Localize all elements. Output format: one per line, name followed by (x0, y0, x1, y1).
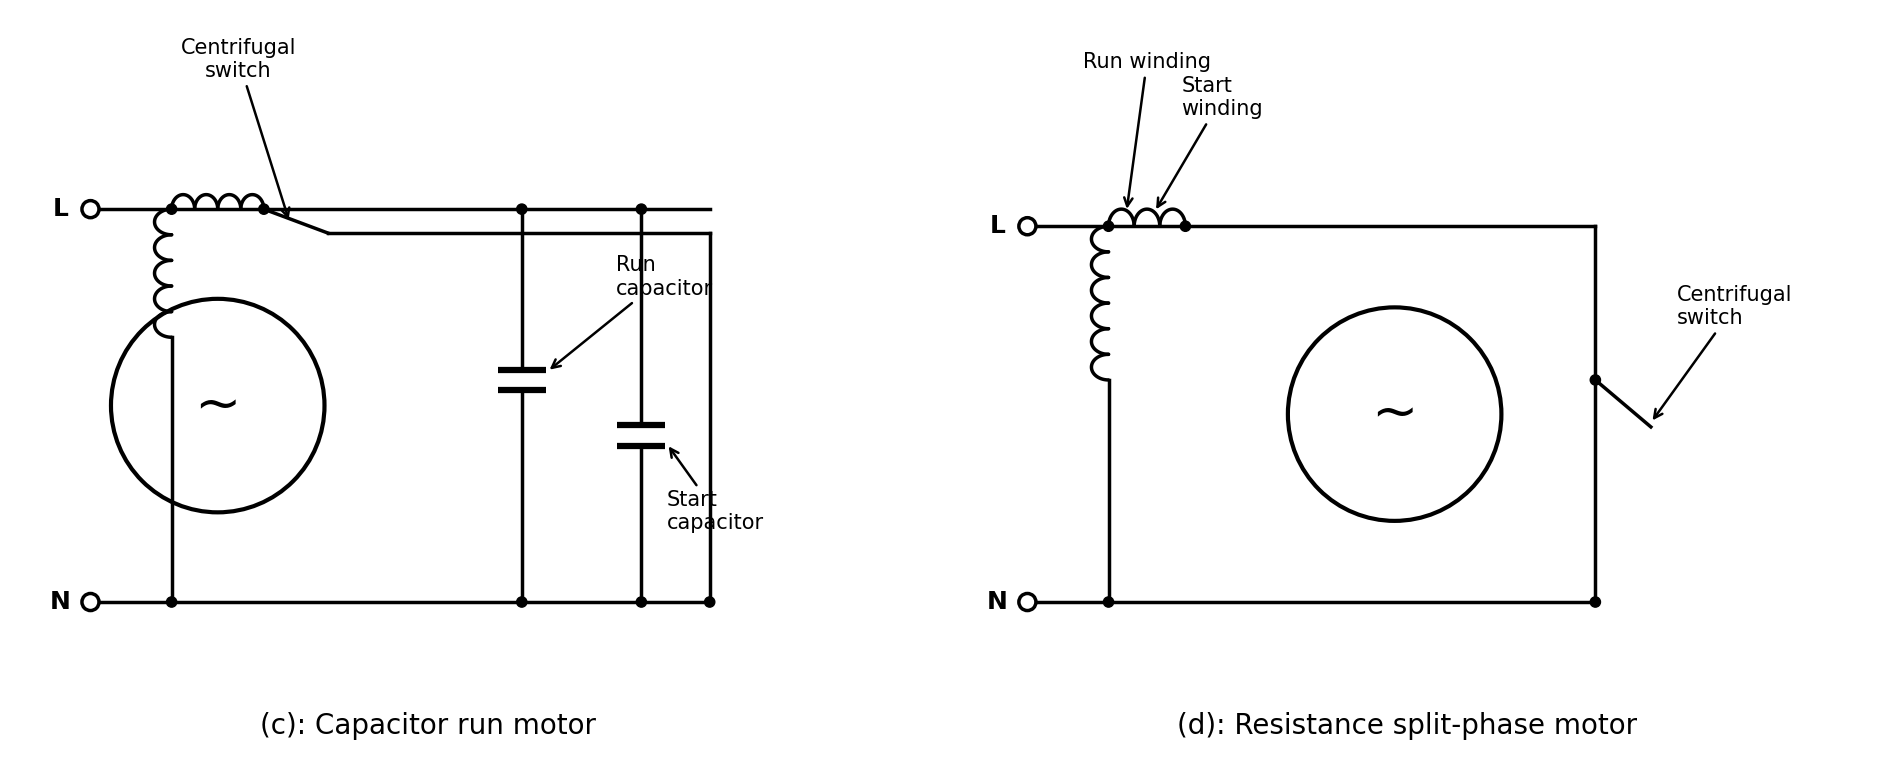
Text: ~: ~ (1371, 388, 1418, 441)
Circle shape (167, 597, 177, 607)
Circle shape (1104, 221, 1114, 232)
Text: L: L (53, 197, 68, 221)
Text: L: L (990, 214, 1005, 239)
Circle shape (167, 204, 177, 214)
Circle shape (637, 597, 646, 607)
Circle shape (1591, 375, 1600, 385)
Text: Run
capacitor: Run capacitor (552, 256, 714, 368)
Text: Run winding: Run winding (1084, 52, 1211, 206)
Circle shape (1591, 597, 1600, 607)
Text: N: N (51, 590, 71, 614)
Text: Centrifugal
switch: Centrifugal switch (180, 37, 297, 217)
Circle shape (1104, 597, 1114, 607)
Text: (d): Resistance split-phase motor: (d): Resistance split-phase motor (1178, 712, 1638, 740)
Text: ~: ~ (195, 379, 240, 432)
Text: Start
winding: Start winding (1157, 76, 1262, 207)
Circle shape (516, 597, 528, 607)
Circle shape (516, 204, 528, 214)
Text: Centrifugal
switch: Centrifugal switch (1655, 285, 1792, 418)
Text: N: N (988, 590, 1008, 614)
Circle shape (704, 597, 716, 607)
Circle shape (1179, 221, 1191, 232)
Text: (c): Capacitor run motor: (c): Capacitor run motor (259, 712, 595, 740)
Text: Start
capacitor: Start capacitor (667, 448, 764, 534)
Circle shape (637, 204, 646, 214)
Circle shape (259, 204, 269, 214)
